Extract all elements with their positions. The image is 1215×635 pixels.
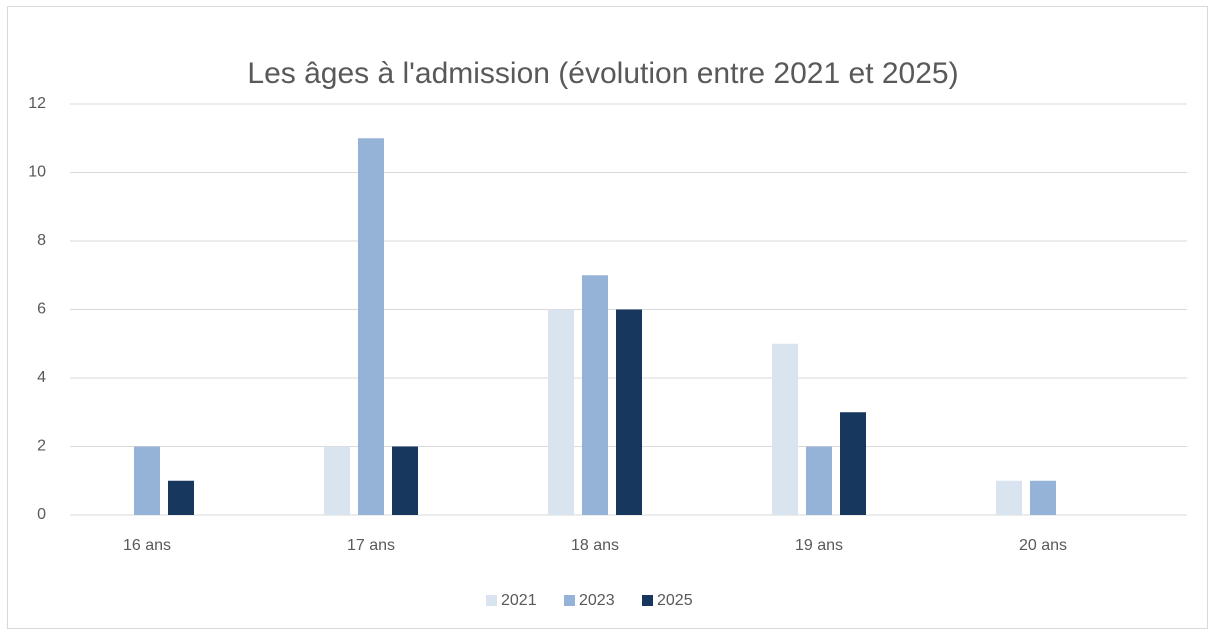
x-tick-label: 17 ans xyxy=(347,537,395,554)
bar xyxy=(582,275,608,515)
x-tick-label: 18 ans xyxy=(571,537,619,554)
bar xyxy=(806,446,832,515)
legend-label: 2023 xyxy=(579,592,615,609)
x-tick-label: 20 ans xyxy=(1019,537,1067,554)
legend-swatch xyxy=(564,595,575,606)
bar xyxy=(324,446,350,515)
legend-swatch xyxy=(486,595,497,606)
y-tick-label: 6 xyxy=(37,301,46,318)
bar xyxy=(358,138,384,515)
bar xyxy=(616,309,642,515)
legend-swatch xyxy=(642,595,653,606)
bar xyxy=(996,480,1022,515)
bar xyxy=(168,480,194,515)
y-tick-label: 2 xyxy=(37,438,46,455)
bar xyxy=(840,412,866,515)
chart-title: Les âges à l'admission (évolution entre … xyxy=(247,57,958,90)
bar xyxy=(548,309,574,515)
y-tick-label: 4 xyxy=(37,369,46,386)
legend-label: 2021 xyxy=(501,592,537,609)
bar xyxy=(392,446,418,515)
x-tick-label: 16 ans xyxy=(123,537,171,554)
y-tick-label: 10 xyxy=(28,164,46,181)
bar xyxy=(772,343,798,515)
y-tick-label: 12 xyxy=(28,95,46,112)
legend-label: 2025 xyxy=(657,592,693,609)
y-tick-label: 0 xyxy=(37,506,46,523)
x-tick-label: 19 ans xyxy=(795,537,843,554)
y-tick-label: 8 xyxy=(37,232,46,249)
bar xyxy=(134,446,160,515)
bar xyxy=(1030,480,1056,515)
